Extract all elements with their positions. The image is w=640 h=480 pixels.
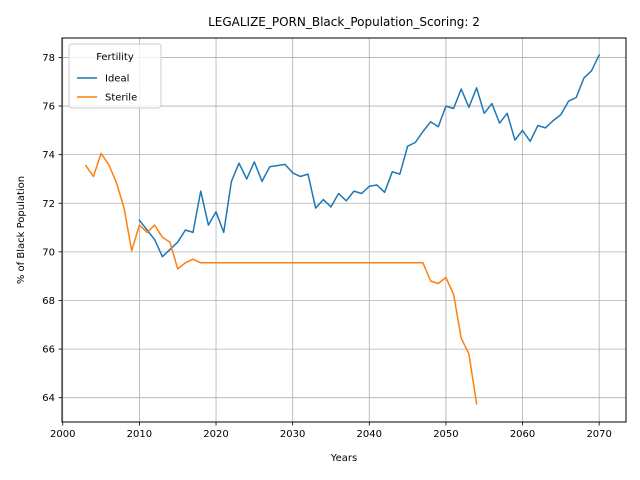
legend: Fertility Ideal Sterile: [68, 43, 162, 109]
y-tick-label: 76: [42, 102, 55, 113]
x-tick-label: 2010: [127, 429, 152, 440]
x-axis-label: Years: [330, 453, 357, 464]
y-tick-label: 66: [42, 345, 55, 356]
y-tick-label: 70: [42, 247, 55, 258]
x-tick-label: 2050: [433, 429, 458, 440]
x-axis-ticks: 2000 2010 2020 2030 2040 2050 2060 2070: [50, 422, 612, 440]
legend-label-ideal: Ideal: [105, 74, 129, 85]
x-tick-label: 2040: [357, 429, 382, 440]
y-tick-label: 78: [42, 53, 55, 64]
x-tick-label: 2030: [280, 429, 305, 440]
plot-frame: [61, 37, 627, 423]
x-tick-label: 2060: [510, 429, 535, 440]
series-line-ideal: [138, 53, 601, 258]
y-tick-label: 68: [42, 296, 55, 307]
y-tick-label: 64: [42, 393, 55, 404]
x-tick-label: 2020: [203, 429, 228, 440]
y-tick-label: 72: [42, 199, 55, 210]
legend-box: [68, 43, 162, 109]
legend-label-sterile: Sterile: [105, 93, 137, 104]
y-tick-label: 74: [42, 150, 55, 161]
series-layer: [84, 53, 601, 405]
legend-title: Fertility: [96, 52, 134, 63]
x-tick-label: 2000: [50, 429, 75, 440]
y-axis-label: % of Black Population: [16, 176, 27, 284]
grid: [62, 38, 626, 422]
x-tick-label: 2070: [586, 429, 611, 440]
y-axis-ticks: 64 66 68 70 72 74 76 78: [42, 53, 62, 404]
series-line-sterile: [84, 152, 478, 405]
chart-title: LEGALIZE_PORN_Black_Population_Scoring: …: [208, 15, 480, 29]
